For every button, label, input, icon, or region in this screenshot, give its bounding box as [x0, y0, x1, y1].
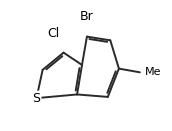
Text: S: S — [33, 92, 40, 105]
Text: Me: Me — [145, 67, 161, 77]
Text: Cl: Cl — [48, 27, 60, 40]
Text: Br: Br — [80, 10, 94, 23]
